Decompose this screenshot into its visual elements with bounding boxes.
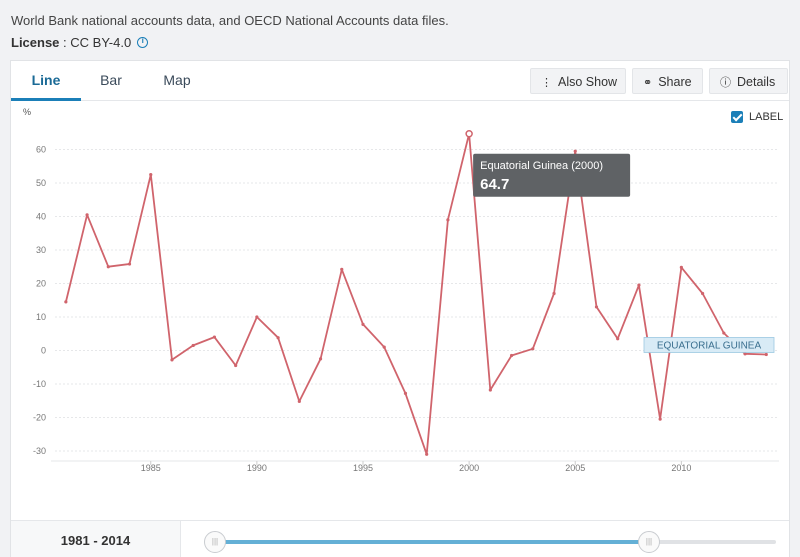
data-point [573, 149, 577, 153]
chart-tabs: Line Bar Map ⋮ Also Show ⚭ Share ⓘ Details [11, 61, 789, 101]
range-start: 1981 [60, 533, 90, 548]
data-point [531, 347, 535, 351]
data-point [509, 353, 514, 358]
data-point [85, 213, 89, 217]
data-point [191, 343, 195, 348]
line-chart: % -30 -20 -10 0 10 20 30 40 50 60 1985 1990 1995 2000 2… [23, 107, 779, 473]
data-point [106, 265, 110, 269]
series-line [65, 132, 767, 456]
data-point [361, 322, 365, 326]
license-line: License : CC BY-4.0 [11, 35, 149, 50]
data-point [616, 337, 620, 341]
y-tick-label: 30 [36, 245, 46, 255]
tab-map[interactable]: Map [163, 72, 191, 88]
x-tick-label: 2000 [459, 463, 479, 473]
label-toggle-text: LABEL [749, 111, 784, 123]
data-point [64, 300, 68, 304]
y-tick-label: 10 [36, 312, 46, 322]
also-show-button[interactable]: ⋮ Also Show [530, 68, 626, 94]
data-point [340, 267, 344, 272]
data-point [446, 218, 450, 222]
y-tick-label: -20 [33, 412, 46, 422]
info-circle-icon: ⓘ [720, 77, 731, 89]
data-point [637, 283, 641, 287]
tooltip-box [473, 153, 631, 197]
y-tick-label: 20 [36, 278, 46, 288]
tab-bar[interactable]: Bar [100, 72, 122, 88]
highlighted-point [465, 130, 473, 138]
tooltip-value: 64.7 [480, 176, 509, 193]
tooltip-title: Equatorial Guinea (2000) [480, 160, 603, 172]
data-point [488, 388, 492, 392]
x-tick-label: 1990 [247, 463, 267, 473]
label-checkbox[interactable] [731, 111, 743, 123]
data-point [318, 357, 323, 361]
also-show-label: Also Show [558, 75, 618, 89]
range-footer: 1981 - 2014 ||| ||| [11, 520, 789, 557]
chart-panel: Line Bar Map ⋮ Also Show ⚭ Share ⓘ Details … [10, 60, 790, 557]
details-label: Details [737, 75, 776, 89]
x-tick-label: 2005 [565, 463, 585, 473]
label-toggle[interactable]: LABEL [731, 111, 783, 123]
data-point [658, 417, 662, 421]
more-vertical-icon: ⋮ [541, 77, 552, 89]
data-point [743, 352, 747, 356]
data-point [127, 262, 132, 266]
x-tick-label: 1995 [353, 463, 373, 473]
data-point [679, 265, 683, 269]
range-slider-fill [206, 540, 645, 544]
data-point [149, 173, 153, 177]
data-point [276, 336, 280, 340]
y-tick-label: -30 [33, 446, 46, 456]
range-handle-start[interactable]: ||| [204, 531, 226, 553]
data-point [722, 331, 726, 335]
data-point [425, 452, 429, 456]
data-point [594, 305, 599, 309]
range-sep: - [93, 533, 98, 548]
details-button[interactable]: ⓘ Details [709, 68, 788, 94]
y-tick-label: 40 [36, 211, 46, 221]
share-icon: ⚭ [643, 77, 653, 89]
range-end: 2014 [101, 533, 131, 548]
license-value: : CC BY-4.0 [59, 35, 132, 50]
year-range: 1981 - 2014 [11, 521, 181, 557]
data-point [382, 345, 386, 349]
data-point [764, 352, 768, 357]
x-tick-label: 1985 [141, 463, 161, 473]
source-text: World Bank national accounts data, and O… [11, 13, 449, 28]
data-point [170, 358, 174, 362]
data-point [234, 363, 238, 368]
y-axis-unit: % [23, 107, 31, 117]
share-button[interactable]: ⚭ Share [632, 68, 703, 94]
x-tick-label: 2010 [671, 463, 691, 473]
y-tick-label: 0 [41, 345, 46, 355]
data-point [212, 335, 217, 339]
series-label-box [643, 337, 775, 353]
range-handle-end[interactable]: ||| [638, 531, 660, 553]
data-point [255, 315, 259, 319]
share-label: Share [658, 75, 692, 89]
y-tick-label: 50 [36, 178, 46, 188]
range-slider-track[interactable] [206, 540, 776, 544]
license-label: License [11, 35, 60, 50]
series-label: EQUATORIAL GUINEA [657, 340, 762, 351]
data-point [700, 291, 705, 296]
y-tick-label: 60 [36, 144, 46, 154]
info-icon[interactable] [137, 36, 149, 48]
y-tick-label: -10 [33, 379, 46, 389]
data-point [403, 391, 408, 395]
tab-line[interactable]: Line [11, 61, 81, 101]
data-point [297, 399, 301, 403]
data-point [552, 291, 556, 296]
